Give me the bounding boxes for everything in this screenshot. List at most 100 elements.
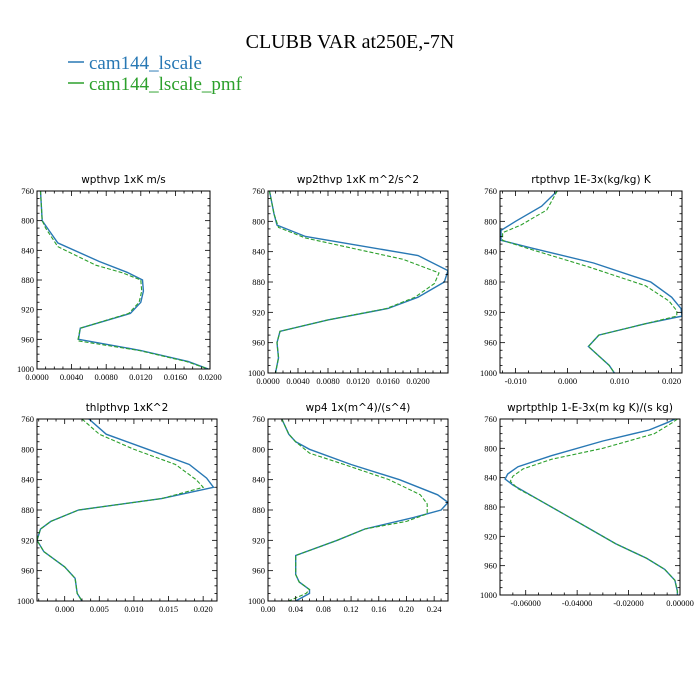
y-tick-label: 880 [484,502,497,512]
y-tick-label: 880 [252,505,265,515]
y-tick-label: 960 [484,338,497,348]
x-tick-label: 0.0040 [60,372,83,382]
y-tick-label: 880 [21,275,34,285]
y-tick-label: 840 [21,475,34,485]
series-line-2 [281,419,428,601]
x-tick-label: 0.020 [662,376,681,386]
y-tick-label: 920 [484,531,497,541]
x-tick-label: -0.02000 [613,598,643,608]
series-line-2 [509,419,678,595]
x-tick-label: 0.0000 [25,372,48,382]
y-tick-label: 760 [252,186,265,196]
y-tick-label: 840 [252,247,265,257]
y-tick-label: 920 [252,307,265,317]
x-tick-label: 0.020 [194,604,213,614]
y-tick-label: 760 [252,414,265,424]
y-tick-label: 880 [252,277,265,287]
x-tick-label: 0.0120 [346,376,369,386]
plot-frame [499,190,683,374]
y-tick-label: 1000 [480,590,497,600]
x-tick-label: 0.08 [316,604,331,614]
x-tick-label: 0.0000 [256,376,279,386]
x-tick-label: 0.12 [344,604,359,614]
y-tick-label: 840 [21,245,34,255]
x-tick-label: 0.20 [399,604,414,614]
y-tick-label: 1000 [248,368,265,378]
x-tick-label: -0.010 [505,376,527,386]
y-tick-label: 840 [484,247,497,257]
y-tick-label: 880 [21,505,34,515]
x-tick-label: 0.005 [90,604,109,614]
x-tick-label: 0.010 [124,604,143,614]
y-tick-label: 800 [484,216,497,226]
x-tick-label: 0.00 [261,604,276,614]
panel-2: wp2thvp 1xK m^2/s^2 760 800 840 880 920 960 100… [248,174,449,386]
x-tick-label: 0.16 [371,604,386,614]
panel-5: wp4 1x(m^4)/(s^4)76080084088092096010000… [248,402,449,614]
y-tick-label: 960 [21,566,34,576]
x-tick-label: 0.0080 [95,372,118,382]
x-tick-label: 0.000 [55,604,74,614]
y-tick-label: 800 [252,216,265,226]
x-tick-label: 0.0160 [164,372,187,382]
x-tick-label: 0.0200 [198,372,221,382]
panels: wpthvp 1xK m/s76080084088092096010000.00… [17,174,694,614]
y-tick-label: 920 [21,305,34,315]
y-tick-label: 960 [21,334,34,344]
x-tick-label: 0.0120 [129,372,152,382]
y-tick-label: 760 [21,186,34,196]
panel-6: wprtpthlp 1-E-3x(m kg K)/(s kg) 760 800 840… [480,402,694,608]
series-line-1 [500,191,682,373]
y-tick-label: 760 [484,414,497,424]
panel-title: wpthvp 1xK m/s [81,174,166,186]
y-tick-label: 920 [252,535,265,545]
y-tick-label: 1000 [248,596,265,606]
y-tick-label: 800 [21,444,34,454]
legend: cam144_lscale cam144_lscale_pmf [68,53,243,95]
x-tick-label: 0.00000 [666,598,694,608]
y-tick-label: 920 [21,535,34,545]
series-line-1 [281,419,448,601]
panel-4: thlpthvp 1xK^2 760 800 840 880 920 960 1000 0.00… [17,402,218,614]
x-tick-label: -0.04000 [562,598,592,608]
y-tick-label: 800 [252,444,265,454]
y-tick-label: 960 [484,561,497,571]
panel-title: wp2thvp 1xK m^2/s^2 [297,174,419,186]
panel-3: rtpthvp 1E-3x(kg/kg) K 760 800 840 880 920 960… [480,174,683,386]
panel-title: wp4 1x(m^4)/(s^4) [306,402,411,414]
series-line-2 [502,191,678,373]
panel-title: wprtpthlp 1-E-3x(m kg K)/(s kg) [507,402,673,414]
y-tick-label: 880 [484,277,497,287]
series-line-2 [39,191,209,369]
y-tick-label: 960 [252,338,265,348]
series-line-1 [504,419,679,595]
x-tick-label: 0.015 [159,604,178,614]
x-tick-label: 0.0080 [316,376,339,386]
panel-1: wpthvp 1xK m/s76080084088092096010000.00… [17,174,222,382]
series-line-1 [268,191,448,373]
y-tick-label: 1000 [17,596,34,606]
y-tick-label: 1000 [17,364,34,374]
y-tick-label: 920 [484,307,497,317]
legend-label-2: cam144_lscale_pmf [89,74,243,95]
figure-title: CLUBB VAR at250E,-7N [246,31,455,53]
y-tick-label: 840 [252,475,265,485]
legend-label-1: cam144_lscale [89,53,202,74]
x-tick-label: 0.0040 [286,376,309,386]
panel-title: thlpthvp 1xK^2 [86,402,169,414]
x-tick-label: 0.04 [288,604,304,614]
series-line-2 [37,419,205,601]
x-tick-label: 0.0200 [406,376,429,386]
series-line-1 [37,419,215,601]
x-tick-label: 0.010 [610,376,629,386]
y-tick-label: 760 [21,414,34,424]
plot-frame [36,190,211,370]
plot-frame [267,190,449,374]
x-tick-label: 0.000 [558,376,577,386]
y-tick-label: 800 [484,443,497,453]
x-tick-label: 0.0160 [376,376,399,386]
plot-frame [36,418,218,602]
panel-title: rtpthvp 1E-3x(kg/kg) K [531,174,652,186]
series-line-2 [268,191,440,373]
